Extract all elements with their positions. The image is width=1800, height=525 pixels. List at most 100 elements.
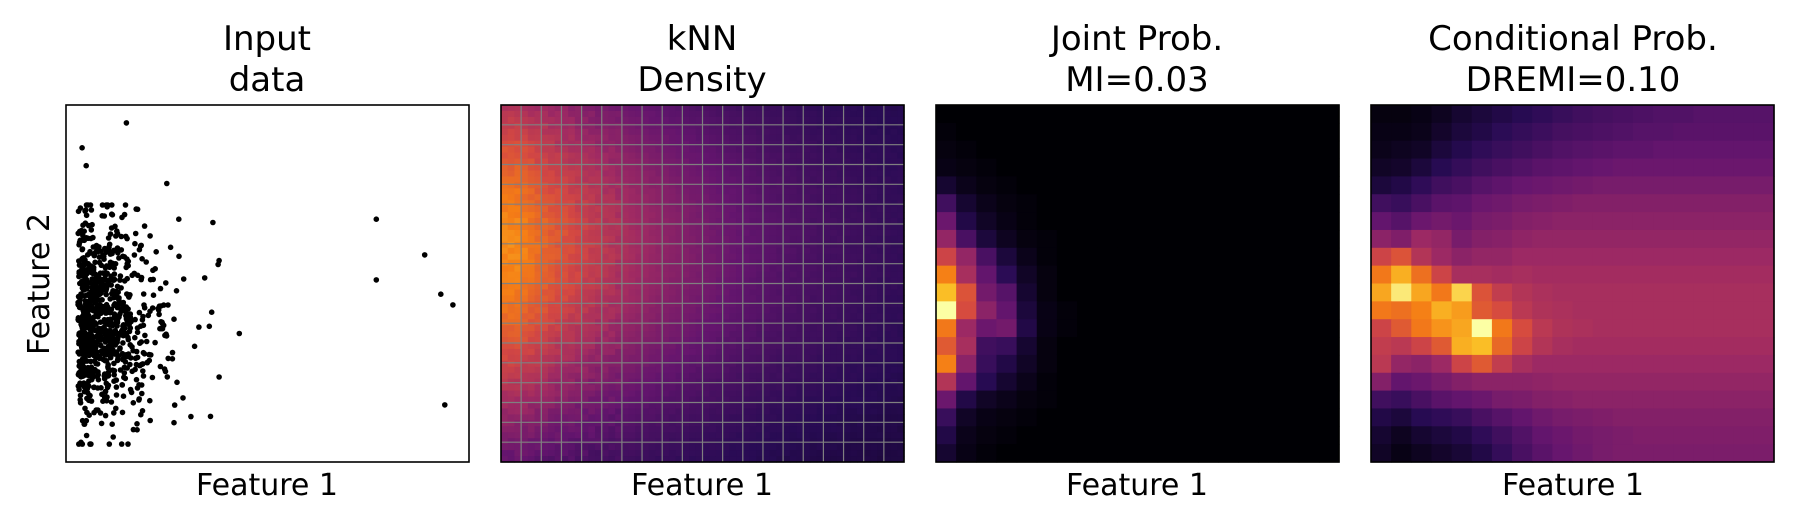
knn-density-cell: [574, 152, 583, 160]
knn-density-cell: [863, 438, 872, 445]
knn-density-cell: [796, 289, 804, 296]
knn-density-cell: [648, 289, 657, 296]
knn-density-cell: [507, 319, 516, 326]
knn-density-cell: [501, 450, 509, 457]
joint-prob-cell: [1157, 229, 1179, 249]
joint-prob-cell: [936, 265, 957, 285]
knn-density-cell: [695, 235, 704, 243]
knn-density-cell: [803, 307, 811, 314]
knn-density-cell: [561, 271, 569, 279]
knn-density-cell: [548, 235, 556, 243]
joint-prob-cell: [1016, 122, 1038, 142]
knn-density-cell: [601, 265, 610, 273]
knn-density-cell: [608, 241, 616, 249]
joint-prob-cell: [996, 247, 1018, 267]
knn-density-cell: [836, 372, 845, 380]
knn-density-cell: [655, 182, 663, 189]
knn-density-cell: [507, 378, 516, 386]
knn-density-cell: [507, 170, 516, 177]
joint-prob-cell: [1077, 229, 1098, 249]
knn-density-cell: [803, 432, 811, 439]
scatter-point: [88, 235, 94, 242]
knn-density-cell: [541, 354, 549, 362]
knn-density-cell: [783, 348, 791, 356]
knn-density-cell: [561, 128, 569, 136]
knn-density-cell: [588, 438, 596, 445]
knn-density-cell: [816, 188, 824, 195]
knn-density-cell: [830, 444, 838, 451]
panel-3-title-line-2: MI=0.03: [1065, 60, 1209, 100]
knn-density-cell: [662, 265, 670, 273]
knn-density-cell: [648, 241, 657, 249]
joint-prob-cell: [1258, 301, 1280, 320]
knn-density-cell: [608, 444, 616, 451]
knn-density-cell: [561, 426, 569, 433]
knn-density-cell: [648, 200, 657, 207]
knn-density-cell: [803, 295, 811, 302]
knn-density-cell: [836, 140, 845, 148]
knn-density-cell: [554, 277, 563, 285]
knn-density-cell: [877, 402, 885, 410]
knn-density-cell: [662, 182, 670, 189]
scatter-point-outlier: [450, 302, 456, 308]
knn-density-cell: [588, 354, 596, 362]
knn-density-cell: [534, 360, 542, 368]
joint-prob-cell: [1258, 390, 1280, 410]
joint-prob-cell: [1177, 158, 1199, 177]
knn-density-cell: [796, 432, 804, 439]
knn-density-cell: [709, 384, 717, 392]
knn-density-cell: [709, 122, 717, 130]
knn-density-cell: [783, 152, 791, 160]
knn-density-cell: [756, 384, 764, 392]
knn-density-cell: [742, 259, 751, 267]
knn-density-cell: [588, 343, 596, 350]
knn-density-cell: [729, 384, 737, 392]
knn-density-cell: [850, 408, 858, 415]
knn-density-cell: [736, 128, 744, 136]
knn-density-cell: [514, 396, 522, 404]
knn-density-cell: [783, 396, 791, 404]
knn-density-cell: [588, 110, 596, 118]
knn-density-cell: [548, 188, 556, 195]
joint-prob-cell: [1218, 408, 1239, 427]
knn-density-cell: [749, 158, 757, 166]
knn-density-cell: [762, 378, 771, 386]
knn-density-cell: [601, 450, 610, 457]
joint-prob-cell: [1056, 140, 1078, 160]
knn-density-cell: [756, 253, 764, 261]
knn-density-cell: [722, 212, 730, 219]
knn-density-cell: [662, 218, 670, 225]
knn-density-cell: [655, 372, 663, 380]
knn-density-cell: [830, 384, 838, 392]
knn-density-cell: [655, 301, 663, 308]
knn-density-cell: [621, 271, 630, 279]
knn-density-cell: [830, 402, 838, 410]
knn-density-cell: [709, 253, 717, 261]
knn-density-cell: [809, 170, 818, 177]
knn-density-cell: [541, 158, 549, 166]
knn-density-cell: [568, 438, 576, 445]
knn-density-cell: [574, 414, 583, 421]
knn-density-cell: [756, 116, 764, 124]
knn-density-cell: [568, 408, 576, 415]
knn-density-cell: [588, 456, 596, 463]
knn-density-cell: [722, 420, 730, 427]
knn-density-cell: [527, 241, 536, 249]
knn-density-cell: [816, 396, 824, 404]
knn-density-cell: [836, 337, 845, 344]
knn-density-cell: [621, 259, 630, 267]
knn-density-cell: [501, 289, 509, 296]
joint-prob-cell: [1278, 426, 1300, 445]
knn-density-cell: [655, 396, 663, 404]
knn-density-cell: [789, 331, 798, 338]
scatter-point: [109, 367, 116, 374]
knn-density-cell: [856, 313, 865, 320]
joint-prob-cell: [1298, 337, 1320, 356]
knn-density-cell: [856, 319, 865, 326]
joint-prob-cell: [996, 319, 1018, 338]
knn-density-cell: [756, 331, 764, 338]
scatter-point: [108, 345, 114, 352]
knn-density-cell: [816, 372, 824, 380]
knn-density-cell: [642, 105, 650, 112]
knn-density-cell: [856, 402, 865, 410]
